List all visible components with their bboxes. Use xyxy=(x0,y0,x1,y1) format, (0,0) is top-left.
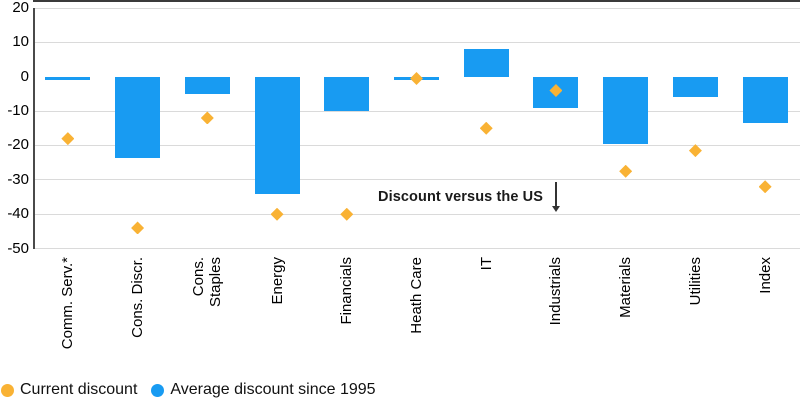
legend-item-current-discount: Current discount xyxy=(1,381,137,399)
bar-cons-staples xyxy=(184,76,230,94)
x-label-industrials: Industrials xyxy=(547,257,565,326)
y-axis-line xyxy=(33,8,35,249)
y-tick-label-20: 20 xyxy=(12,0,29,16)
annotation-text: Discount versus the US xyxy=(378,189,543,205)
gridline--10 xyxy=(33,110,800,112)
bar-financials xyxy=(324,76,370,112)
diamond-it xyxy=(479,121,493,135)
bar-it xyxy=(463,49,509,77)
x-label-financials: Financials xyxy=(338,257,356,325)
gridline-10 xyxy=(33,41,800,43)
down-arrow-icon xyxy=(555,182,557,207)
x-label-index: Index xyxy=(756,257,774,294)
x-label-it: IT xyxy=(477,257,495,271)
y-tick-label--30: -30 xyxy=(7,170,29,188)
gridline--30 xyxy=(33,179,800,181)
yellow-circle-icon xyxy=(1,383,14,397)
diamond-heath-care xyxy=(410,71,423,85)
y-tick-label-0: 0 xyxy=(20,67,29,85)
gridline-20 xyxy=(33,7,800,9)
bar-utilities xyxy=(672,76,718,98)
diamond-energy xyxy=(270,207,284,221)
y-tick-label-10: 10 xyxy=(12,33,29,51)
gridline--40 xyxy=(33,213,800,215)
zero-axis-line xyxy=(33,0,800,2)
legend: Current discount Average discount since … xyxy=(1,381,376,399)
bar-index xyxy=(742,76,788,124)
x-label-cons-discr-: Cons. Discr. xyxy=(129,257,147,338)
y-tick-label--10: -10 xyxy=(7,102,29,120)
bar-materials xyxy=(603,76,649,144)
x-label-comm-serv-: Comm. Serv.* xyxy=(59,257,77,350)
diamond-cons-staples xyxy=(200,111,214,125)
gridline--20 xyxy=(33,144,800,146)
diamond-materials xyxy=(619,164,633,178)
down-arrow-head-icon xyxy=(552,206,560,212)
legend-label: Current discount xyxy=(20,381,138,398)
y-tick-label--40: -40 xyxy=(7,205,29,223)
y-tick-label--50: -50 xyxy=(7,239,29,257)
y-tick-label--20: -20 xyxy=(7,136,29,154)
blue-circle-icon xyxy=(151,383,165,397)
bar-energy xyxy=(254,76,300,194)
bar-comm-serv- xyxy=(45,76,91,81)
legend-label: Average discount since 1995 xyxy=(170,381,376,398)
x-label-cons-staples: Cons. Staples xyxy=(190,257,225,308)
gridline--50 xyxy=(33,248,800,250)
x-label-heath-care: Heath Care xyxy=(408,257,425,334)
diamond-comm-serv- xyxy=(61,132,75,146)
diamond-utilities xyxy=(688,144,702,158)
diamond-index xyxy=(758,180,772,194)
legend-item-average-discount: Average discount since 1995 xyxy=(151,381,376,399)
x-label-energy: Energy xyxy=(268,257,286,305)
x-label-utilities: Utilities xyxy=(686,257,704,306)
bar-cons-discr- xyxy=(115,76,161,158)
diamond-cons-discr- xyxy=(131,221,145,235)
diamond-financials xyxy=(340,207,354,221)
diamond-industrials xyxy=(549,83,563,97)
x-label-materials: Materials xyxy=(617,257,635,318)
